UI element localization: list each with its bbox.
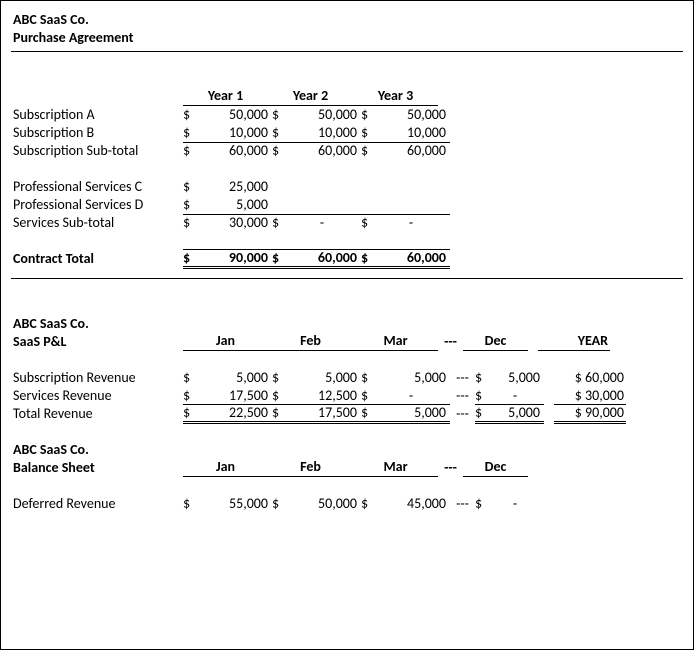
row-label: Subscription A [11,107,183,124]
pl-col-mar: Mar [353,333,438,351]
row-label: Professional Services C [11,179,183,196]
row-label: Services Revenue [11,388,183,405]
row-label: Subscription Revenue [11,370,183,387]
table-row: Professional Services D $5,000 [11,196,693,214]
table-row: Subscription B $10,000 $10,000 $10,000 [11,124,693,142]
bs-col-dec: Dec [463,459,528,477]
row-label: Services Sub-total [11,215,183,232]
table-row: Subscription Sub-total $60,000 $60,000 $… [11,142,693,160]
pl-col-jan: Jan [183,333,268,351]
bs-col-jan: Jan [183,459,268,477]
table-row-total: Total Revenue $22,500 $17,500 $5,000 ---… [11,405,693,423]
table-row: Services Sub-total $30,000 $- $- [11,214,693,232]
table-row-total: Contract Total $90,000 $60,000 $60,000 [11,250,693,268]
bs-dots: --- [438,460,463,477]
pl-title: SaaS P&L [11,334,183,351]
pa-title: Purchase Agreement [11,30,183,47]
pa-col-1: Year 1 [183,88,268,106]
table-row: Subscription A $50,000 $50,000 $50,000 [11,106,693,124]
pl-col-feb: Feb [268,333,353,351]
row-label: Contract Total [11,251,183,268]
row-label: Deferred Revenue [11,496,183,513]
pa-col-2: Year 2 [268,88,353,106]
row-label: Total Revenue [11,406,183,423]
table-row: Services Revenue $17,500 $12,500 $- --- … [11,387,693,405]
row-label: Subscription B [11,125,183,142]
pa-company: ABC SaaS Co. [11,12,183,29]
table-row: Professional Services C $25,000 [11,178,693,196]
row-label: Subscription Sub-total [11,143,183,160]
pa-col-3: Year 3 [353,88,438,106]
pl-company: ABC SaaS Co. [11,316,183,333]
bs-col-feb: Feb [268,459,353,477]
bs-title: Balance Sheet [11,460,183,477]
bs-company: ABC SaaS Co. [11,442,183,459]
table-row: Subscription Revenue $5,000 $5,000 $5,00… [11,369,693,387]
pl-col-dec: Dec [463,333,528,351]
pl-col-year: YEAR [538,333,610,351]
pl-dots: --- [438,334,463,351]
bs-col-mar: Mar [353,459,438,477]
table-row: Deferred Revenue $55,000 $50,000 $45,000… [11,495,693,513]
row-label: Professional Services D [11,197,183,214]
